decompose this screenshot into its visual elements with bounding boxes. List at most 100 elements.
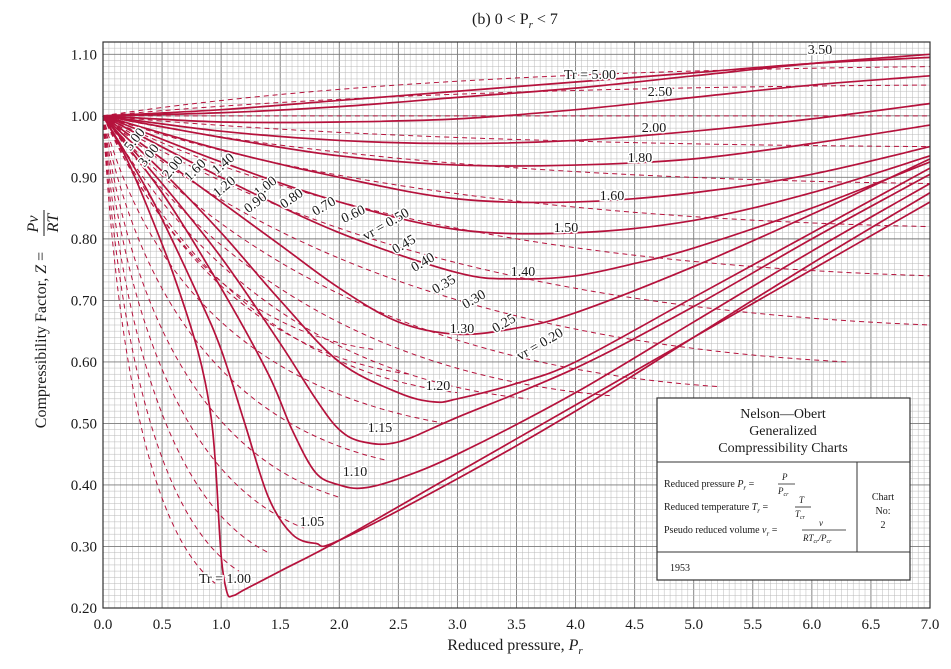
isotherm-curve bbox=[102, 102, 931, 145]
x-tick-label: 4.0 bbox=[566, 617, 585, 633]
x-tick-label: 3.0 bbox=[448, 617, 467, 633]
x-tick-label: 5.0 bbox=[684, 617, 703, 633]
info-title-line-1: Nelson—Obert bbox=[740, 407, 826, 422]
isotherm-label: 1.40 bbox=[511, 265, 536, 280]
x-tick-label: 1.0 bbox=[212, 617, 231, 633]
isotherm-curve bbox=[102, 115, 931, 490]
low-pressure-isotherm-label: 0.70 bbox=[310, 194, 339, 219]
isotherm-curve bbox=[102, 115, 931, 598]
isotherm-curve bbox=[102, 115, 931, 404]
svg-text:RTcr/Pcr: RTcr/Pcr bbox=[802, 533, 832, 545]
isotherm-curve bbox=[102, 115, 931, 204]
info-line-volume: Pseudo reduced volume vr = v RTcr/Pcr bbox=[664, 518, 846, 545]
x-tick-label: 5.5 bbox=[743, 617, 762, 633]
isotherm-curve bbox=[102, 114, 931, 167]
info-chart-number: 2 bbox=[881, 520, 886, 531]
isotherm-curve bbox=[102, 115, 931, 280]
reduced-volume-line bbox=[102, 115, 848, 363]
reduced-volume-line bbox=[102, 115, 269, 554]
svg-text:Pv: Pv bbox=[25, 215, 42, 234]
y-tick-label: 0.40 bbox=[71, 478, 97, 494]
svg-text:Reduced temperature Tr =: Reduced temperature Tr = bbox=[664, 502, 769, 515]
isotherm-curve bbox=[102, 74, 931, 124]
info-box: Nelson—Obert Generalized Compressibility… bbox=[656, 397, 911, 581]
isotherm-label: 1.15 bbox=[368, 421, 393, 436]
y-tick-label: 0.70 bbox=[71, 293, 97, 309]
x-axis-label: Reduced pressure, Pr bbox=[447, 637, 583, 657]
isotherm-curve bbox=[102, 56, 931, 117]
reduced-volume-line bbox=[102, 66, 931, 117]
info-title-line-2: Generalized bbox=[749, 424, 817, 439]
x-tick-label: 0.5 bbox=[153, 617, 172, 633]
y-tick-label: 0.80 bbox=[71, 232, 97, 248]
svg-text:T: T bbox=[799, 495, 805, 505]
isotherm-label: 1.05 bbox=[300, 515, 325, 530]
y-tick-label: 0.50 bbox=[71, 416, 97, 432]
isotherm-label: 2.50 bbox=[648, 85, 673, 100]
x-tick-label: 0.0 bbox=[94, 617, 113, 633]
y-tick-label: 1.00 bbox=[71, 109, 97, 125]
isotherm-label: 1.20 bbox=[426, 379, 451, 394]
isotherm-label: Tr = 5.00 bbox=[564, 68, 616, 83]
svg-text:RT: RT bbox=[45, 213, 62, 234]
isotherm-curve bbox=[102, 115, 931, 446]
chart-title: (b) 0 < P​r < 7 bbox=[472, 11, 558, 31]
x-tick-label: 1.5 bbox=[271, 617, 290, 633]
info-line-temperature: Reduced temperature Tr = T Tcr bbox=[664, 495, 811, 521]
info-year: 1953 bbox=[670, 563, 690, 574]
reduced-volume-line bbox=[102, 115, 612, 397]
isotherm-label: Tr = 1.00 bbox=[199, 572, 251, 587]
x-tick-label: 6.0 bbox=[802, 617, 821, 633]
isotherm-label: 1.50 bbox=[554, 221, 579, 236]
info-chart-label: Chart bbox=[872, 492, 894, 503]
reduced-volume-label: 0.35 bbox=[430, 272, 459, 297]
x-tick-label: 3.5 bbox=[507, 617, 526, 633]
reduced-volume-line bbox=[102, 115, 931, 148]
x-tick-label: 2.5 bbox=[389, 617, 408, 633]
svg-text:Tcr: Tcr bbox=[795, 509, 806, 521]
isotherm-label: 3.50 bbox=[808, 43, 833, 58]
info-chart-no-label: No: bbox=[876, 506, 891, 517]
reduced-volume-line bbox=[102, 115, 458, 394]
low-pressure-isotherm-label: 0.60 bbox=[339, 203, 368, 227]
reduced-volume-line bbox=[102, 115, 240, 572]
x-tick-label: 4.5 bbox=[625, 617, 644, 633]
x-tick-labels: 0.0 0.5 1.0 1.5 2.0 2.5 3.0 3.5 4.0 4.5 5.0 5.5 6.0 6… bbox=[94, 617, 940, 633]
svg-text:Reduced pressure Pr =: Reduced pressure Pr = bbox=[664, 479, 755, 492]
y-tick-label: 0.60 bbox=[71, 355, 97, 371]
y-tick-label: 0.20 bbox=[71, 601, 97, 617]
svg-text:Compressibility Factor, Z =: Compressibility Factor, Z = bbox=[33, 252, 50, 428]
isotherm-curves bbox=[102, 53, 931, 598]
y-tick-labels: 0.20 0.30 0.40 0.50 0.60 0.70 0.80 0.90 1.00 1.10 bbox=[71, 47, 97, 617]
reduced-volume-line bbox=[102, 115, 931, 228]
reduced-volume-label: 0.30 bbox=[460, 287, 489, 312]
y-tick-label: 0.30 bbox=[71, 539, 97, 555]
y-axis-label: Compressibility Factor, Z = Pv RT bbox=[25, 210, 62, 428]
svg-text:Pseudo reduced volume vr =: Pseudo reduced volume vr = bbox=[664, 525, 778, 538]
y-tick-label: 1.10 bbox=[71, 47, 97, 63]
x-tick-label: 7.0 bbox=[921, 617, 940, 633]
info-title-line-3: Compressibility Charts bbox=[718, 441, 848, 456]
isotherm-label: 1.80 bbox=[628, 151, 653, 166]
isotherm-label: 2.00 bbox=[642, 121, 667, 136]
isotherm-label: 1.10 bbox=[343, 465, 368, 480]
reduced-volume-line bbox=[102, 84, 931, 117]
isotherm-label: 1.60 bbox=[600, 189, 625, 204]
reduced-volume-line bbox=[102, 115, 216, 584]
x-tick-label: 6.5 bbox=[862, 617, 881, 633]
isotherm-curve bbox=[102, 115, 931, 235]
isotherm-label: 1.30 bbox=[450, 322, 475, 337]
reduced-volume-line bbox=[102, 115, 387, 461]
svg-text:v: v bbox=[819, 518, 823, 528]
reduced-volume-line bbox=[102, 115, 931, 277]
reduced-volume-line bbox=[102, 115, 529, 400]
reduced-volume-line bbox=[102, 115, 931, 326]
isotherm-curve bbox=[102, 115, 931, 548]
y-tick-label: 0.90 bbox=[71, 170, 97, 186]
reduced-volume-label: 0.40 bbox=[409, 250, 438, 275]
reduced-volume-line bbox=[102, 115, 305, 529]
svg-text:P: P bbox=[781, 472, 788, 482]
isotherm-curve bbox=[102, 115, 931, 336]
reduced-volume-line bbox=[102, 115, 340, 498]
reduced-volume-line bbox=[102, 115, 446, 424]
